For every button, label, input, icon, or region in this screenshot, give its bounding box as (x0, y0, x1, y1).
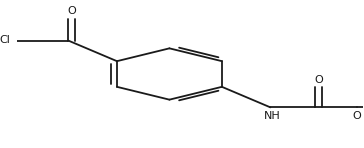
Text: Cl: Cl (0, 35, 10, 45)
Text: O: O (68, 7, 76, 16)
Text: O: O (314, 75, 323, 85)
Text: O: O (353, 111, 361, 121)
Text: NH: NH (264, 111, 281, 121)
